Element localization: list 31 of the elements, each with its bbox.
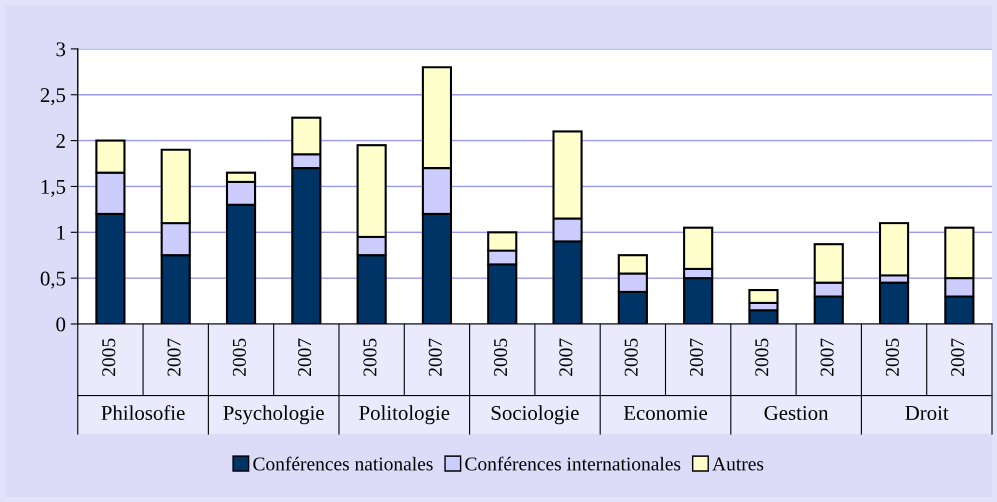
x-tick-label: 2005 xyxy=(232,338,246,376)
text: Philosofie xyxy=(101,405,185,420)
text: Sociologie xyxy=(492,405,579,424)
x-tick-label: 2005 xyxy=(886,338,899,376)
legend-label: Conférences internationales xyxy=(465,456,680,471)
x-tick-label: 2007 xyxy=(690,338,704,376)
x-tick-label: 2007 xyxy=(167,338,181,376)
text: Economie xyxy=(624,406,708,420)
y-tick-label: 1 xyxy=(57,226,65,240)
y-tick-label: 1,5 xyxy=(42,180,66,197)
x-tick-label: 2005 xyxy=(363,338,376,376)
y-tick-label: 0 xyxy=(56,317,66,332)
text: Politologie xyxy=(359,405,450,424)
x-tick-label: 2007 xyxy=(559,338,572,376)
x-tick-label: 2005 xyxy=(624,338,638,376)
y-tick-label: 0,5 xyxy=(40,272,66,289)
x-tick-label: 2005 xyxy=(102,338,116,376)
legend-label: Autres xyxy=(712,457,764,471)
legend-label: Conférences nationales xyxy=(253,456,433,471)
y-tick-label: 2 xyxy=(56,134,65,148)
y-tick-label: 3 xyxy=(56,42,66,56)
x-tick-label: 2007 xyxy=(951,338,964,376)
text: Psychologie xyxy=(223,405,324,424)
x-tick-label: 2007 xyxy=(820,338,834,376)
x-tick-label: 2007 xyxy=(298,338,312,376)
text: Gestion xyxy=(764,406,828,420)
x-tick-label: 2005 xyxy=(755,338,768,376)
x-tick-label: 2007 xyxy=(428,338,442,376)
y-tick-label: 2,5 xyxy=(40,88,66,106)
text: Droit xyxy=(905,406,949,420)
x-tick-label: 2005 xyxy=(494,338,508,376)
